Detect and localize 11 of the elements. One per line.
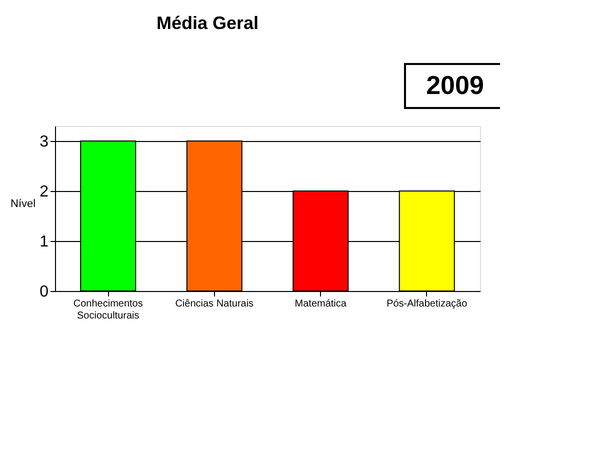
y-tick-label: 3 — [40, 134, 49, 150]
x-tick-label: Matemática — [294, 298, 347, 310]
y-axis-title: Nível — [10, 198, 36, 210]
y-tick-label: 2 — [40, 184, 49, 200]
x-tick-label: Pós-Alfabetização — [386, 298, 468, 310]
text: 2009 — [426, 70, 484, 100]
y-tick-label: 0 — [40, 284, 49, 300]
y-tick-label: 1 — [40, 234, 49, 250]
chart-title: Média Geral — [156, 13, 259, 33]
x-tick-label: Ciências Naturais — [175, 298, 254, 310]
x-tick-label: Conhecimentos Socioculturais — [73, 298, 143, 322]
